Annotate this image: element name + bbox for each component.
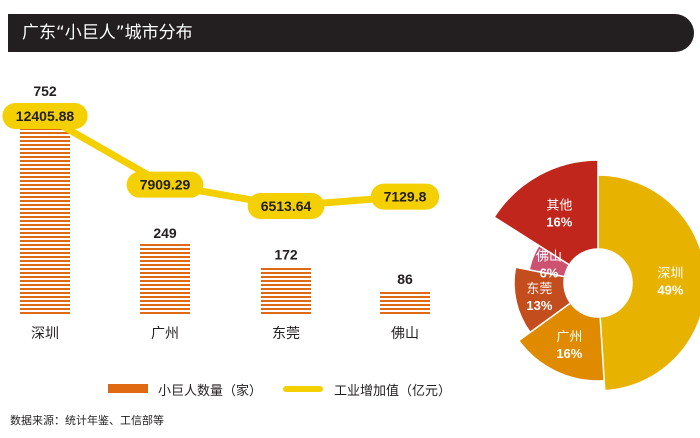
line-value-label-1: 7909.29 (140, 177, 191, 193)
line-value-label-2: 6513.64 (261, 198, 312, 214)
donut-value-3: 6% (540, 266, 559, 281)
bar-value-label-3: 86 (397, 271, 413, 287)
donut-value-2: 13% (526, 298, 552, 313)
line-point-3 (370, 183, 440, 210)
line-series (41, 112, 409, 210)
category-label-3: 佛山 (391, 326, 419, 342)
line-value-label-3: 7129.8 (384, 189, 427, 205)
donut-slice-0 (597, 174, 700, 392)
category-label-0: 深圳 (31, 326, 59, 342)
category-label-1: 广州 (151, 326, 179, 342)
bar-value-label-1: 249 (153, 225, 177, 241)
bar-0 (20, 104, 70, 314)
line-point-2 (247, 193, 325, 219)
category-label-2: 东莞 (272, 326, 300, 342)
bar-1 (140, 244, 190, 314)
data-source: 数据来源：统计年鉴、工信部等 (10, 414, 164, 427)
bar-2 (261, 268, 311, 314)
bar-value-label-0: 752 (33, 83, 57, 99)
donut-label-4: 其他 (546, 199, 572, 214)
chart-title: 广东“小巨人”城市分布 (22, 23, 193, 43)
bar-value-label-2: 172 (274, 247, 298, 263)
donut-slice-1 (517, 301, 605, 382)
line-point-0 (2, 103, 88, 129)
donut-label-3: 佛山 (536, 250, 562, 265)
line-value-label-0: 12405.88 (16, 108, 75, 124)
donut-label-0: 深圳 (657, 267, 683, 282)
donut-value-4: 16% (546, 215, 572, 230)
legend-line-label: 工业增加值（亿元） (334, 384, 452, 399)
bar-3 (380, 292, 430, 314)
legend-line-swatch (283, 386, 323, 392)
legend-bar-label: 小巨人数量（家） (158, 384, 263, 399)
donut-label-2: 东莞 (526, 282, 552, 297)
donut-value-0: 49% (657, 283, 683, 298)
legend-bar-swatch (108, 384, 148, 393)
donut-value-1: 16% (556, 346, 582, 361)
donut-slice-4 (493, 159, 599, 266)
donut-label-1: 广州 (556, 330, 582, 345)
donut-slice-2 (513, 266, 572, 334)
title-bar: 广东“小巨人”城市分布 (8, 14, 694, 52)
line-point-1 (126, 171, 204, 198)
